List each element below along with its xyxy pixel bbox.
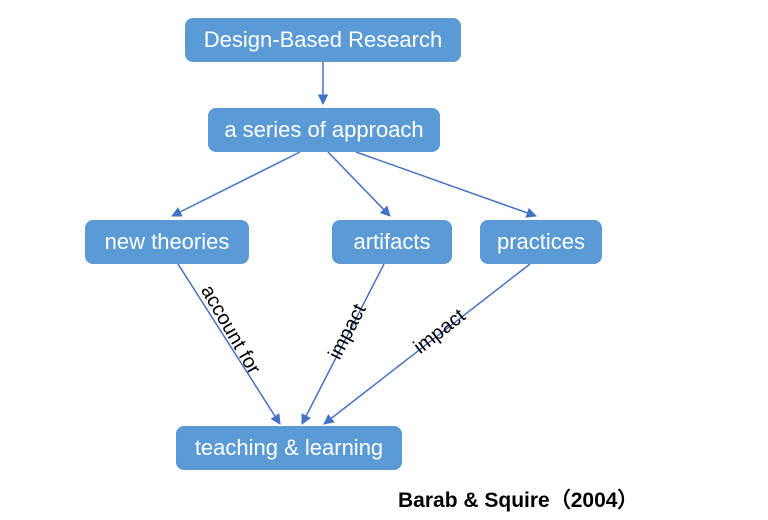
citation-text: Barab & Squire（2004） — [398, 484, 638, 514]
node-new-theories: new theories — [85, 220, 249, 264]
node-teaching-learning: teaching & learning — [176, 426, 402, 470]
node-design-based-research: Design-Based Research — [185, 18, 461, 62]
node-practices: practices — [480, 220, 602, 264]
dbr-flowchart: Design-Based Research a series of approa… — [0, 0, 768, 520]
node-series-of-approach: a series of approach — [208, 108, 440, 152]
edge-label-artifacts-teaching: impact — [324, 301, 371, 364]
node-artifacts: artifacts — [332, 220, 452, 264]
edge-approach-theories — [172, 152, 300, 216]
edge-label-theories-teaching: account for — [195, 281, 264, 378]
edge-approach-practices — [356, 152, 536, 216]
edge-label-practices-teaching: impact — [410, 305, 471, 359]
edge-approach-artifacts — [328, 152, 390, 216]
